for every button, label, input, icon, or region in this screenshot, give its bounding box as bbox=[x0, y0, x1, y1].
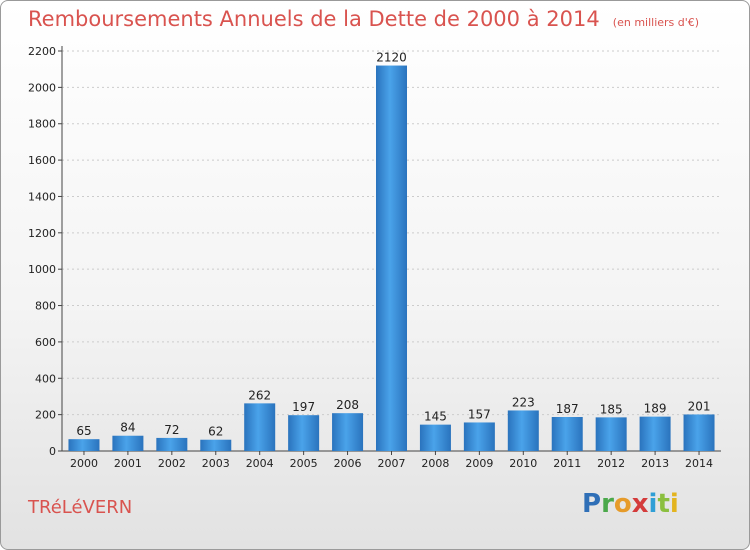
x-tick-label: 2004 bbox=[246, 457, 274, 470]
data-label: 72 bbox=[164, 423, 179, 437]
y-tick-label: 2000 bbox=[28, 81, 56, 94]
x-tick-labels: 2000 2001 2002 2003 2004 2005 2006 2007 2008 2009… bbox=[70, 451, 713, 470]
bar bbox=[156, 437, 188, 451]
y-tick-label: 1600 bbox=[28, 154, 56, 167]
data-label: 187 bbox=[556, 402, 579, 416]
y-tick-label: 800 bbox=[35, 300, 56, 313]
data-label: 145 bbox=[424, 410, 447, 424]
commune-name: TRéLéVERN bbox=[28, 497, 133, 518]
data-label: 262 bbox=[248, 388, 271, 402]
bar bbox=[419, 424, 451, 451]
y-tick-label: 200 bbox=[35, 409, 56, 422]
x-tick-label: 2011 bbox=[553, 457, 581, 470]
x-tick-label: 2006 bbox=[334, 457, 362, 470]
bars bbox=[68, 65, 715, 451]
chart-unit-label: (en milliers d'€) bbox=[612, 16, 700, 29]
data-label: 223 bbox=[512, 395, 535, 409]
bar bbox=[376, 65, 407, 451]
bar bbox=[639, 416, 671, 451]
y-tick-label: 1800 bbox=[28, 118, 56, 131]
x-tick-label: 2000 bbox=[70, 457, 98, 470]
y-tick-label: 1400 bbox=[28, 190, 56, 203]
data-label: 157 bbox=[468, 407, 491, 421]
data-label: 208 bbox=[336, 398, 359, 412]
bar bbox=[332, 413, 364, 451]
y-tick-label: 1200 bbox=[28, 227, 56, 240]
data-label: 62 bbox=[208, 425, 223, 439]
bar bbox=[288, 415, 320, 451]
x-tick-label: 2001 bbox=[114, 457, 142, 470]
bar bbox=[244, 403, 276, 451]
data-label: 185 bbox=[600, 402, 623, 416]
x-tick-label: 2007 bbox=[378, 457, 406, 470]
x-tick-label: 2012 bbox=[597, 457, 625, 470]
x-tick-label: 2002 bbox=[158, 457, 186, 470]
x-tick-label: 2003 bbox=[202, 457, 230, 470]
bar bbox=[68, 439, 100, 451]
proxiti-logo: Proxiti bbox=[582, 489, 679, 519]
x-tick-label: 2005 bbox=[290, 457, 318, 470]
bar bbox=[507, 410, 539, 451]
y-tick-label: 1000 bbox=[28, 263, 56, 276]
y-tick-label: 600 bbox=[35, 336, 56, 349]
data-label: 2120 bbox=[376, 51, 407, 65]
grid-lines bbox=[58, 50, 721, 452]
x-tick-label: 2010 bbox=[509, 457, 537, 470]
x-tick-label: 2014 bbox=[685, 457, 713, 470]
data-label: 201 bbox=[688, 399, 711, 413]
y-tick-label: 400 bbox=[35, 372, 56, 385]
bar bbox=[683, 414, 715, 451]
bar bbox=[463, 422, 495, 451]
data-label: 65 bbox=[76, 424, 91, 438]
data-labels: 65 84 72 62 262 197 208 2120 145 157 223 187 185 189 2… bbox=[76, 51, 710, 439]
x-tick-label: 2009 bbox=[465, 457, 493, 470]
data-label: 197 bbox=[292, 400, 315, 414]
y-tick-label: 2200 bbox=[28, 45, 56, 58]
bar bbox=[112, 435, 144, 451]
y-tick-label: 0 bbox=[49, 445, 56, 458]
y-tick-labels: 0 200 400 600 800 1000 1200 1400 1600 1800 2000 220… bbox=[28, 45, 56, 458]
chart-title-main: Remboursements Annuels de la Dette de 20… bbox=[28, 7, 600, 31]
chart-title: Remboursements Annuels de la Dette de 20… bbox=[28, 7, 699, 31]
bar bbox=[551, 417, 583, 451]
bar bbox=[595, 417, 627, 451]
data-label: 84 bbox=[120, 421, 135, 435]
x-tick-label: 2013 bbox=[641, 457, 669, 470]
data-label: 189 bbox=[644, 402, 667, 416]
bar bbox=[200, 439, 232, 451]
x-tick-label: 2008 bbox=[421, 457, 449, 470]
